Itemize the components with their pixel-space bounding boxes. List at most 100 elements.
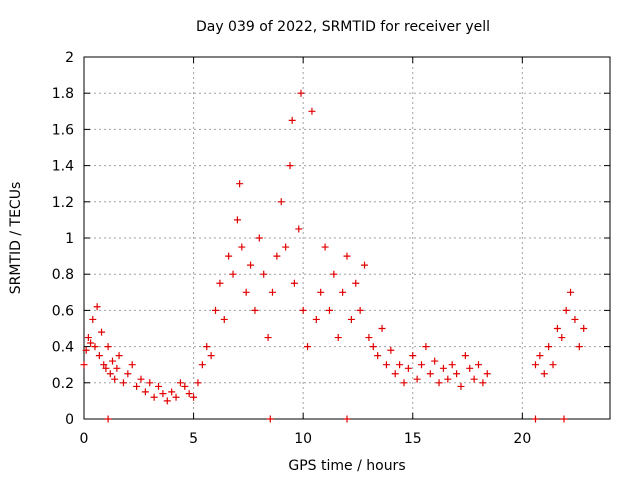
data-point xyxy=(453,370,461,378)
data-point xyxy=(163,397,171,405)
y-tick-label: 0.2 xyxy=(52,376,74,392)
data-point xyxy=(137,375,145,383)
data-point xyxy=(133,382,141,390)
data-point xyxy=(461,352,469,360)
data-point xyxy=(87,339,95,347)
data-point xyxy=(80,361,88,369)
data-point xyxy=(439,364,447,372)
data-point xyxy=(288,116,296,124)
data-point xyxy=(98,328,106,336)
data-point xyxy=(553,325,561,332)
data-point xyxy=(339,288,347,296)
y-tick-label: 1.2 xyxy=(52,195,74,211)
data-point xyxy=(299,306,307,314)
data-point xyxy=(567,288,575,296)
data-point xyxy=(168,388,176,396)
data-point xyxy=(273,252,281,260)
data-point xyxy=(352,279,360,287)
data-point xyxy=(409,352,417,360)
data-point xyxy=(549,361,557,369)
data-point xyxy=(347,315,355,323)
data-point xyxy=(185,390,193,398)
data-point xyxy=(418,361,426,369)
data-point xyxy=(378,325,386,332)
data-point xyxy=(361,261,369,269)
data-point xyxy=(181,382,189,390)
y-tick-label: 1.4 xyxy=(52,159,74,175)
data-point xyxy=(290,279,298,287)
data-point xyxy=(343,252,351,260)
data-point xyxy=(282,243,290,251)
data-point xyxy=(251,306,259,314)
data-point xyxy=(115,352,123,360)
y-tick-label: 1 xyxy=(65,231,74,247)
data-point xyxy=(216,279,224,287)
data-point xyxy=(102,364,110,372)
data-point xyxy=(238,243,246,251)
data-point xyxy=(242,288,250,296)
data-point xyxy=(308,107,316,115)
data-point xyxy=(426,370,434,378)
y-tick-label: 1.6 xyxy=(52,122,74,138)
data-point xyxy=(334,334,342,342)
data-points xyxy=(80,89,588,423)
data-point xyxy=(128,361,136,369)
data-point xyxy=(264,334,272,342)
x-tick-label: 20 xyxy=(513,431,531,447)
data-point xyxy=(260,270,268,278)
data-point xyxy=(422,343,430,351)
data-point xyxy=(444,375,452,383)
data-point xyxy=(343,415,351,423)
tick-marks xyxy=(83,56,610,420)
data-point xyxy=(108,357,116,365)
data-point xyxy=(277,198,285,206)
data-point xyxy=(365,334,373,342)
data-point xyxy=(104,415,112,423)
data-point xyxy=(255,234,263,242)
data-point xyxy=(141,388,149,396)
chart-title: Day 039 of 2022, SRMTID for receiver yel… xyxy=(196,19,490,35)
data-point xyxy=(562,306,570,314)
data-point xyxy=(194,379,202,387)
y-tick-label: 0.8 xyxy=(52,267,74,283)
data-point xyxy=(225,252,233,260)
x-axis-label: GPS time / hours xyxy=(288,458,405,474)
data-point xyxy=(448,361,456,369)
data-point xyxy=(212,306,219,314)
data-point xyxy=(387,346,395,354)
data-point xyxy=(295,225,303,233)
data-point xyxy=(89,315,97,323)
data-point xyxy=(155,382,163,390)
data-point xyxy=(84,334,92,342)
data-point xyxy=(413,375,421,383)
data-point xyxy=(391,370,399,378)
data-point xyxy=(93,303,101,311)
data-point xyxy=(330,270,338,278)
data-point xyxy=(176,379,184,387)
data-point xyxy=(95,352,103,360)
data-point xyxy=(545,343,553,351)
data-point xyxy=(475,361,482,369)
data-point xyxy=(431,357,439,365)
data-point xyxy=(580,325,588,332)
data-point xyxy=(203,343,211,351)
data-point xyxy=(540,370,548,378)
data-point xyxy=(317,288,325,296)
data-point xyxy=(297,89,305,97)
data-point xyxy=(531,415,539,423)
data-point xyxy=(560,415,568,423)
data-point xyxy=(374,352,382,360)
data-point xyxy=(198,361,206,369)
data-point xyxy=(119,379,127,387)
data-point xyxy=(470,375,478,383)
x-tick-label: 15 xyxy=(404,431,422,447)
data-point xyxy=(321,243,329,251)
data-point xyxy=(356,306,364,314)
data-point xyxy=(531,361,539,369)
data-point xyxy=(435,379,443,387)
data-point xyxy=(146,379,154,387)
data-point xyxy=(286,162,294,170)
data-point xyxy=(479,379,487,387)
y-tick-label: 0 xyxy=(65,412,74,428)
y-tick-label: 0.4 xyxy=(52,340,74,356)
